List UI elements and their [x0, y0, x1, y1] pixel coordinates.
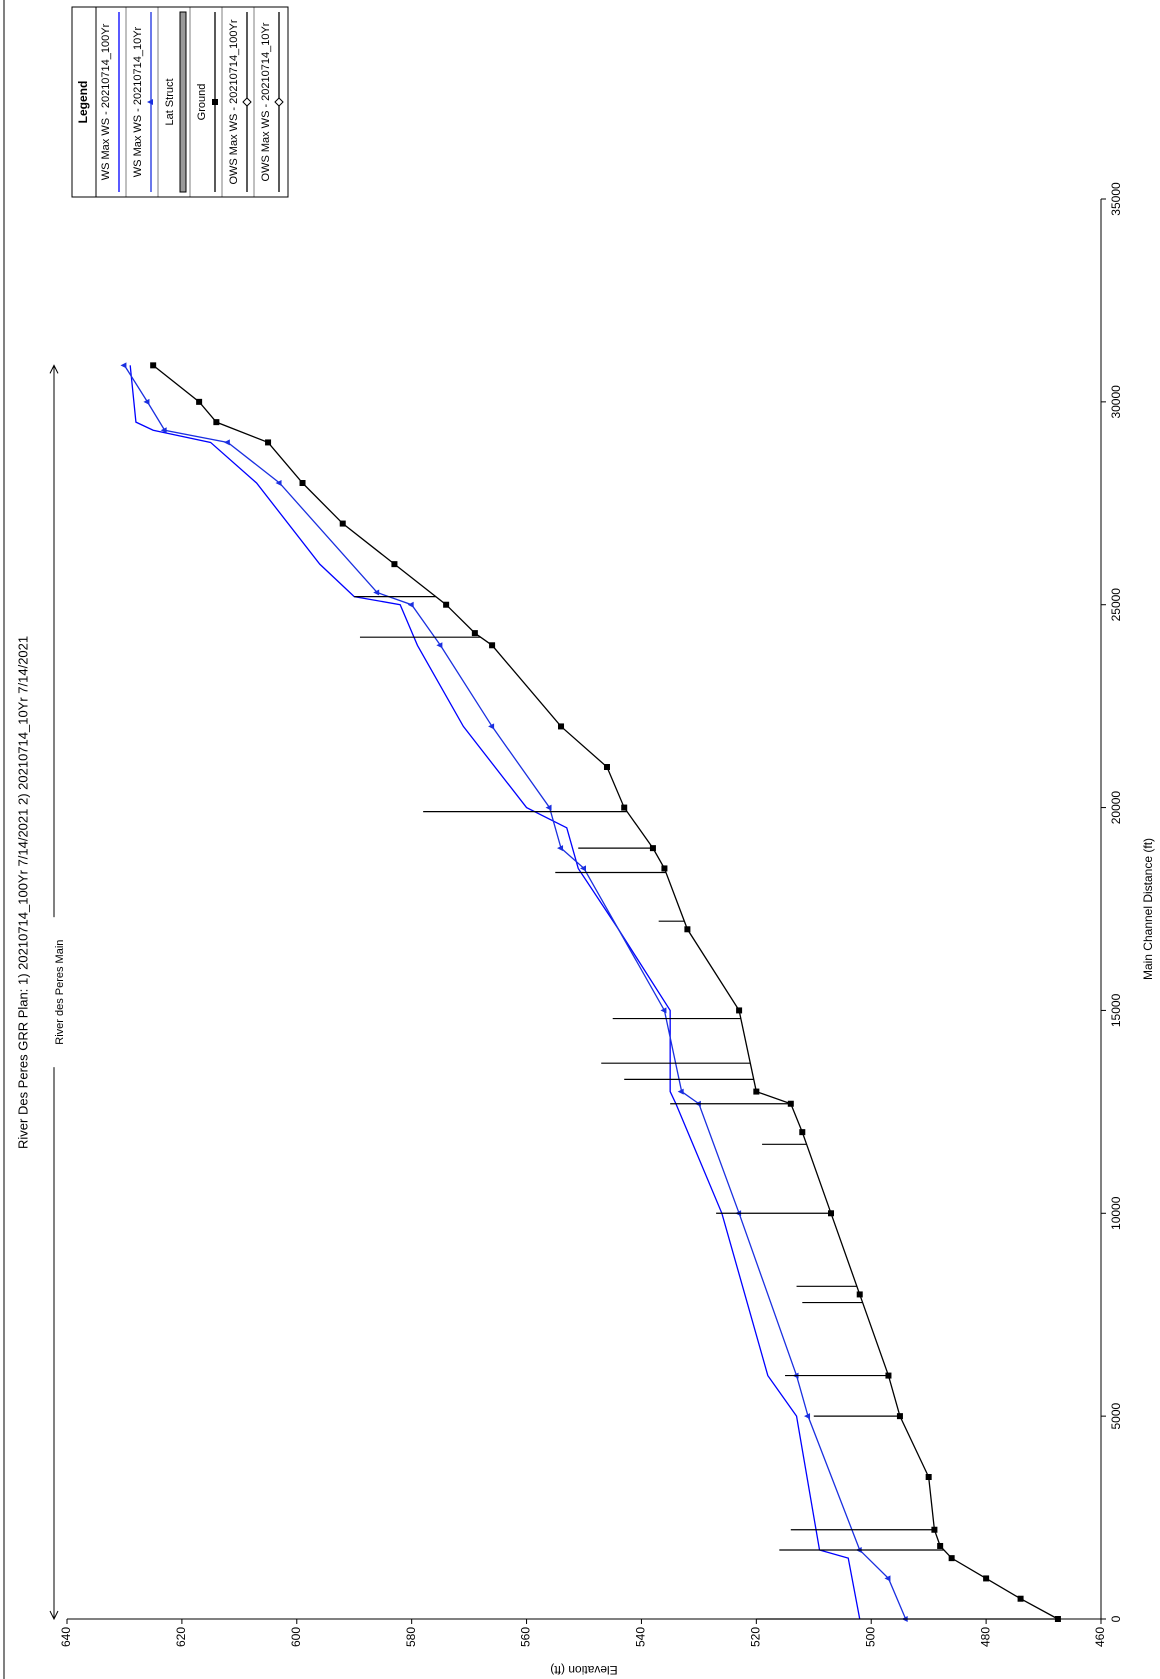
marker — [160, 427, 167, 434]
y-tick-label: 580 — [404, 1627, 418, 1647]
marker — [143, 398, 150, 405]
y-tick-label: 480 — [978, 1627, 992, 1647]
legend-marker — [212, 99, 218, 105]
marker — [621, 804, 628, 811]
marker — [603, 764, 610, 770]
y-tick-label: 520 — [749, 1627, 763, 1647]
marker — [660, 1007, 667, 1014]
marker — [580, 865, 586, 872]
legend-marker — [242, 97, 252, 107]
marker — [1017, 1595, 1024, 1602]
y-tick-label: 560 — [519, 1627, 533, 1647]
reach-arrow — [49, 364, 59, 1621]
x-tick-label: 30000 — [1109, 385, 1123, 419]
marker — [213, 419, 220, 426]
marker — [983, 1575, 990, 1582]
marker — [661, 865, 668, 872]
marker — [489, 642, 496, 649]
marker — [677, 1088, 684, 1095]
marker — [931, 1526, 938, 1533]
x-tick-label: 15000 — [1109, 993, 1123, 1027]
y-tick-label: 460 — [1093, 1627, 1107, 1647]
marker — [787, 1100, 794, 1107]
y-tick-label: 540 — [634, 1627, 648, 1647]
marker — [937, 1542, 944, 1549]
marker — [558, 723, 565, 730]
legend-label: WS Max WS - 20210714_10Yr — [132, 26, 144, 177]
x-tick-label: 10000 — [1109, 1196, 1123, 1230]
marker — [443, 601, 450, 608]
marker — [684, 926, 691, 933]
legend-label: WS Max WS - 20210714_100Yr — [100, 23, 112, 180]
marker — [896, 1413, 903, 1420]
legend-label: Lat Struct — [164, 78, 176, 125]
reach-label: River des Peres Main — [54, 940, 66, 1045]
marker — [828, 1210, 835, 1217]
y-tick-label: 500 — [863, 1627, 877, 1647]
legend-marker — [274, 97, 284, 107]
marker — [753, 1088, 760, 1095]
marker — [471, 630, 478, 637]
reach-label-bg — [46, 917, 62, 1068]
marker — [391, 561, 398, 568]
marker — [488, 723, 495, 730]
marker — [1054, 1616, 1061, 1622]
series-line — [129, 365, 861, 1620]
legend-marker — [147, 99, 153, 105]
legend-label: Ground — [196, 84, 208, 121]
y-tick-label: 640 — [59, 1627, 73, 1647]
marker — [856, 1291, 863, 1298]
marker — [265, 439, 272, 446]
marker — [339, 520, 346, 527]
y-tick-label: 600 — [289, 1627, 303, 1647]
marker — [804, 1413, 811, 1420]
marker — [736, 1007, 743, 1014]
legend-label: OWS Max WS - 20210714_100Yr — [228, 19, 240, 184]
marker — [925, 1474, 932, 1480]
marker — [373, 589, 380, 596]
y-axis-label: Elevation (ft) — [550, 1663, 617, 1677]
marker — [884, 1575, 891, 1582]
marker — [948, 1555, 955, 1562]
marker — [885, 1372, 892, 1379]
x-axis-label: Main Channel Distance (ft) — [1141, 838, 1155, 980]
marker — [649, 845, 656, 852]
marker — [799, 1129, 806, 1136]
x-tick-label: 35000 — [1109, 182, 1123, 216]
x-tick-label: 0 — [1109, 1615, 1123, 1622]
legend-title: Legend — [76, 81, 90, 124]
marker — [436, 642, 443, 649]
marker — [120, 362, 127, 369]
marker — [275, 480, 282, 486]
legend-label: OWS Max WS - 20210714_10Yr — [260, 22, 272, 181]
chart-title: River Des Peres GRR Plan: 1) 20210714_10… — [15, 636, 30, 1149]
marker — [557, 845, 564, 852]
legend-swatch — [179, 11, 187, 193]
marker — [545, 804, 552, 811]
x-tick-label: 20000 — [1109, 791, 1123, 825]
x-tick-label: 25000 — [1109, 588, 1123, 622]
x-tick-label: 5000 — [1109, 1402, 1123, 1429]
marker — [299, 480, 306, 486]
y-tick-label: 620 — [174, 1627, 188, 1647]
marker — [223, 439, 230, 446]
marker — [196, 398, 203, 405]
marker — [150, 362, 157, 369]
marker — [407, 601, 414, 608]
